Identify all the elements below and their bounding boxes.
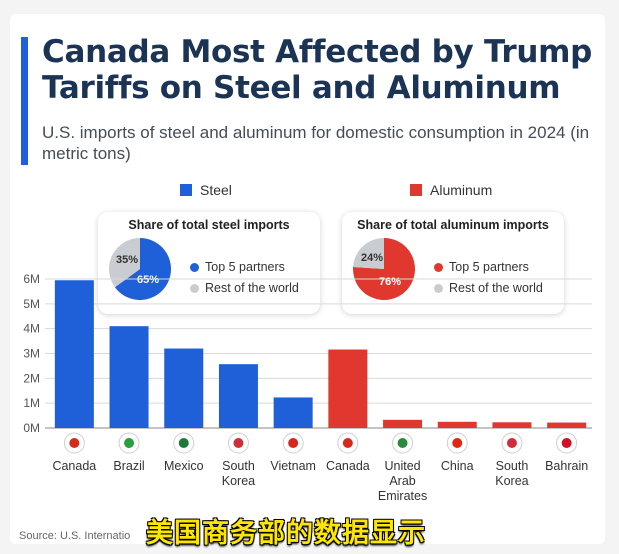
south-korea-flag-icon (501, 432, 523, 454)
aluminum-share-card: Share of total aluminum imports 76% 24% … (342, 212, 564, 314)
bar (437, 421, 477, 428)
steel-top5-slice (114, 238, 171, 300)
video-caption: 美国商务部的数据显示 (146, 518, 426, 549)
bar (328, 349, 368, 428)
steel-rest-slice (109, 238, 140, 288)
chart-title: Canada Most Affected by Trump Tariffs on… (42, 34, 593, 106)
x-category-label: South Korea (222, 459, 255, 488)
x-category-label: China (441, 459, 474, 473)
aluminum-swatch-icon (410, 184, 422, 196)
steel-rest-pct: 35% (116, 254, 138, 266)
steel-top5-legend: Top 5 partners (190, 260, 285, 274)
bahrain-flag-icon (556, 432, 578, 454)
brazil-flag-icon (118, 432, 140, 454)
y-tick-label: 2M (23, 371, 40, 385)
steel-top5-label: Top 5 partners (205, 260, 285, 274)
aluminum-rest-label: Rest of the world (449, 281, 543, 295)
x-category-label: South Korea (495, 459, 528, 488)
steel-share-pie: 65% 35% (109, 238, 171, 300)
legend-steel: Steel (180, 181, 232, 199)
title-accent-bar (21, 37, 28, 165)
x-category-label: Mexico (164, 459, 204, 473)
bar (492, 422, 532, 428)
bar (218, 364, 258, 428)
y-tick-label: 3M (23, 347, 40, 361)
legend-aluminum: Aluminum (410, 181, 492, 199)
uae-flag-icon (392, 432, 414, 454)
aluminum-rest-slice (353, 238, 384, 269)
steel-top5-pct: 65% (137, 274, 159, 286)
y-tick-label: 1M (23, 396, 40, 410)
aluminum-rest-legend: Rest of the world (434, 281, 543, 295)
china-flag-icon (446, 432, 468, 454)
x-category-label: Canada (52, 459, 96, 473)
aluminum-share-title: Share of total aluminum imports (357, 218, 549, 232)
mexico-flag-icon (173, 432, 195, 454)
vietnam-flag-icon (282, 432, 304, 454)
aluminum-rest-pct: 24% (361, 252, 383, 264)
legend-steel-label: Steel (200, 182, 232, 198)
aluminum-rest-dot-icon (434, 283, 443, 293)
y-tick-label: 0M (23, 421, 40, 435)
bar (547, 422, 587, 428)
steel-rest-label: Rest of the world (205, 281, 299, 295)
chart-subtitle: U.S. imports of steel and aluminum for d… (42, 123, 590, 163)
bar (164, 348, 204, 428)
steel-rest-dot-icon (190, 283, 199, 293)
bar (383, 419, 423, 428)
x-category-label: Vietnam (270, 459, 316, 473)
x-category-label: Brazil (113, 459, 144, 473)
aluminum-top5-legend: Top 5 partners (434, 260, 529, 274)
x-category-label: Canada (326, 459, 370, 473)
steel-share-title: Share of total steel imports (128, 218, 290, 232)
source-note: Source: U.S. Internatio (19, 530, 131, 542)
bar (54, 280, 94, 428)
canada-flag-icon (63, 432, 85, 454)
south-korea-flag-icon (227, 432, 249, 454)
bar (109, 326, 149, 428)
steel-swatch-icon (180, 184, 192, 196)
canada-flag-icon (337, 432, 359, 454)
steel-rest-legend: Rest of the world (190, 281, 299, 295)
bar (273, 397, 313, 428)
aluminum-top5-dot-icon (434, 262, 443, 272)
x-category-label: Bahrain (545, 459, 588, 473)
steel-top5-dot-icon (190, 262, 199, 272)
x-category-label: United Arab Emirates (378, 459, 427, 503)
aluminum-top5-label: Top 5 partners (449, 260, 529, 274)
y-tick-label: 6M (23, 272, 40, 286)
y-tick-label: 5M (23, 297, 40, 311)
legend-aluminum-label: Aluminum (430, 182, 493, 198)
steel-share-card: Share of total steel imports 65% 35% Top… (98, 212, 320, 314)
y-tick-label: 4M (23, 322, 40, 336)
